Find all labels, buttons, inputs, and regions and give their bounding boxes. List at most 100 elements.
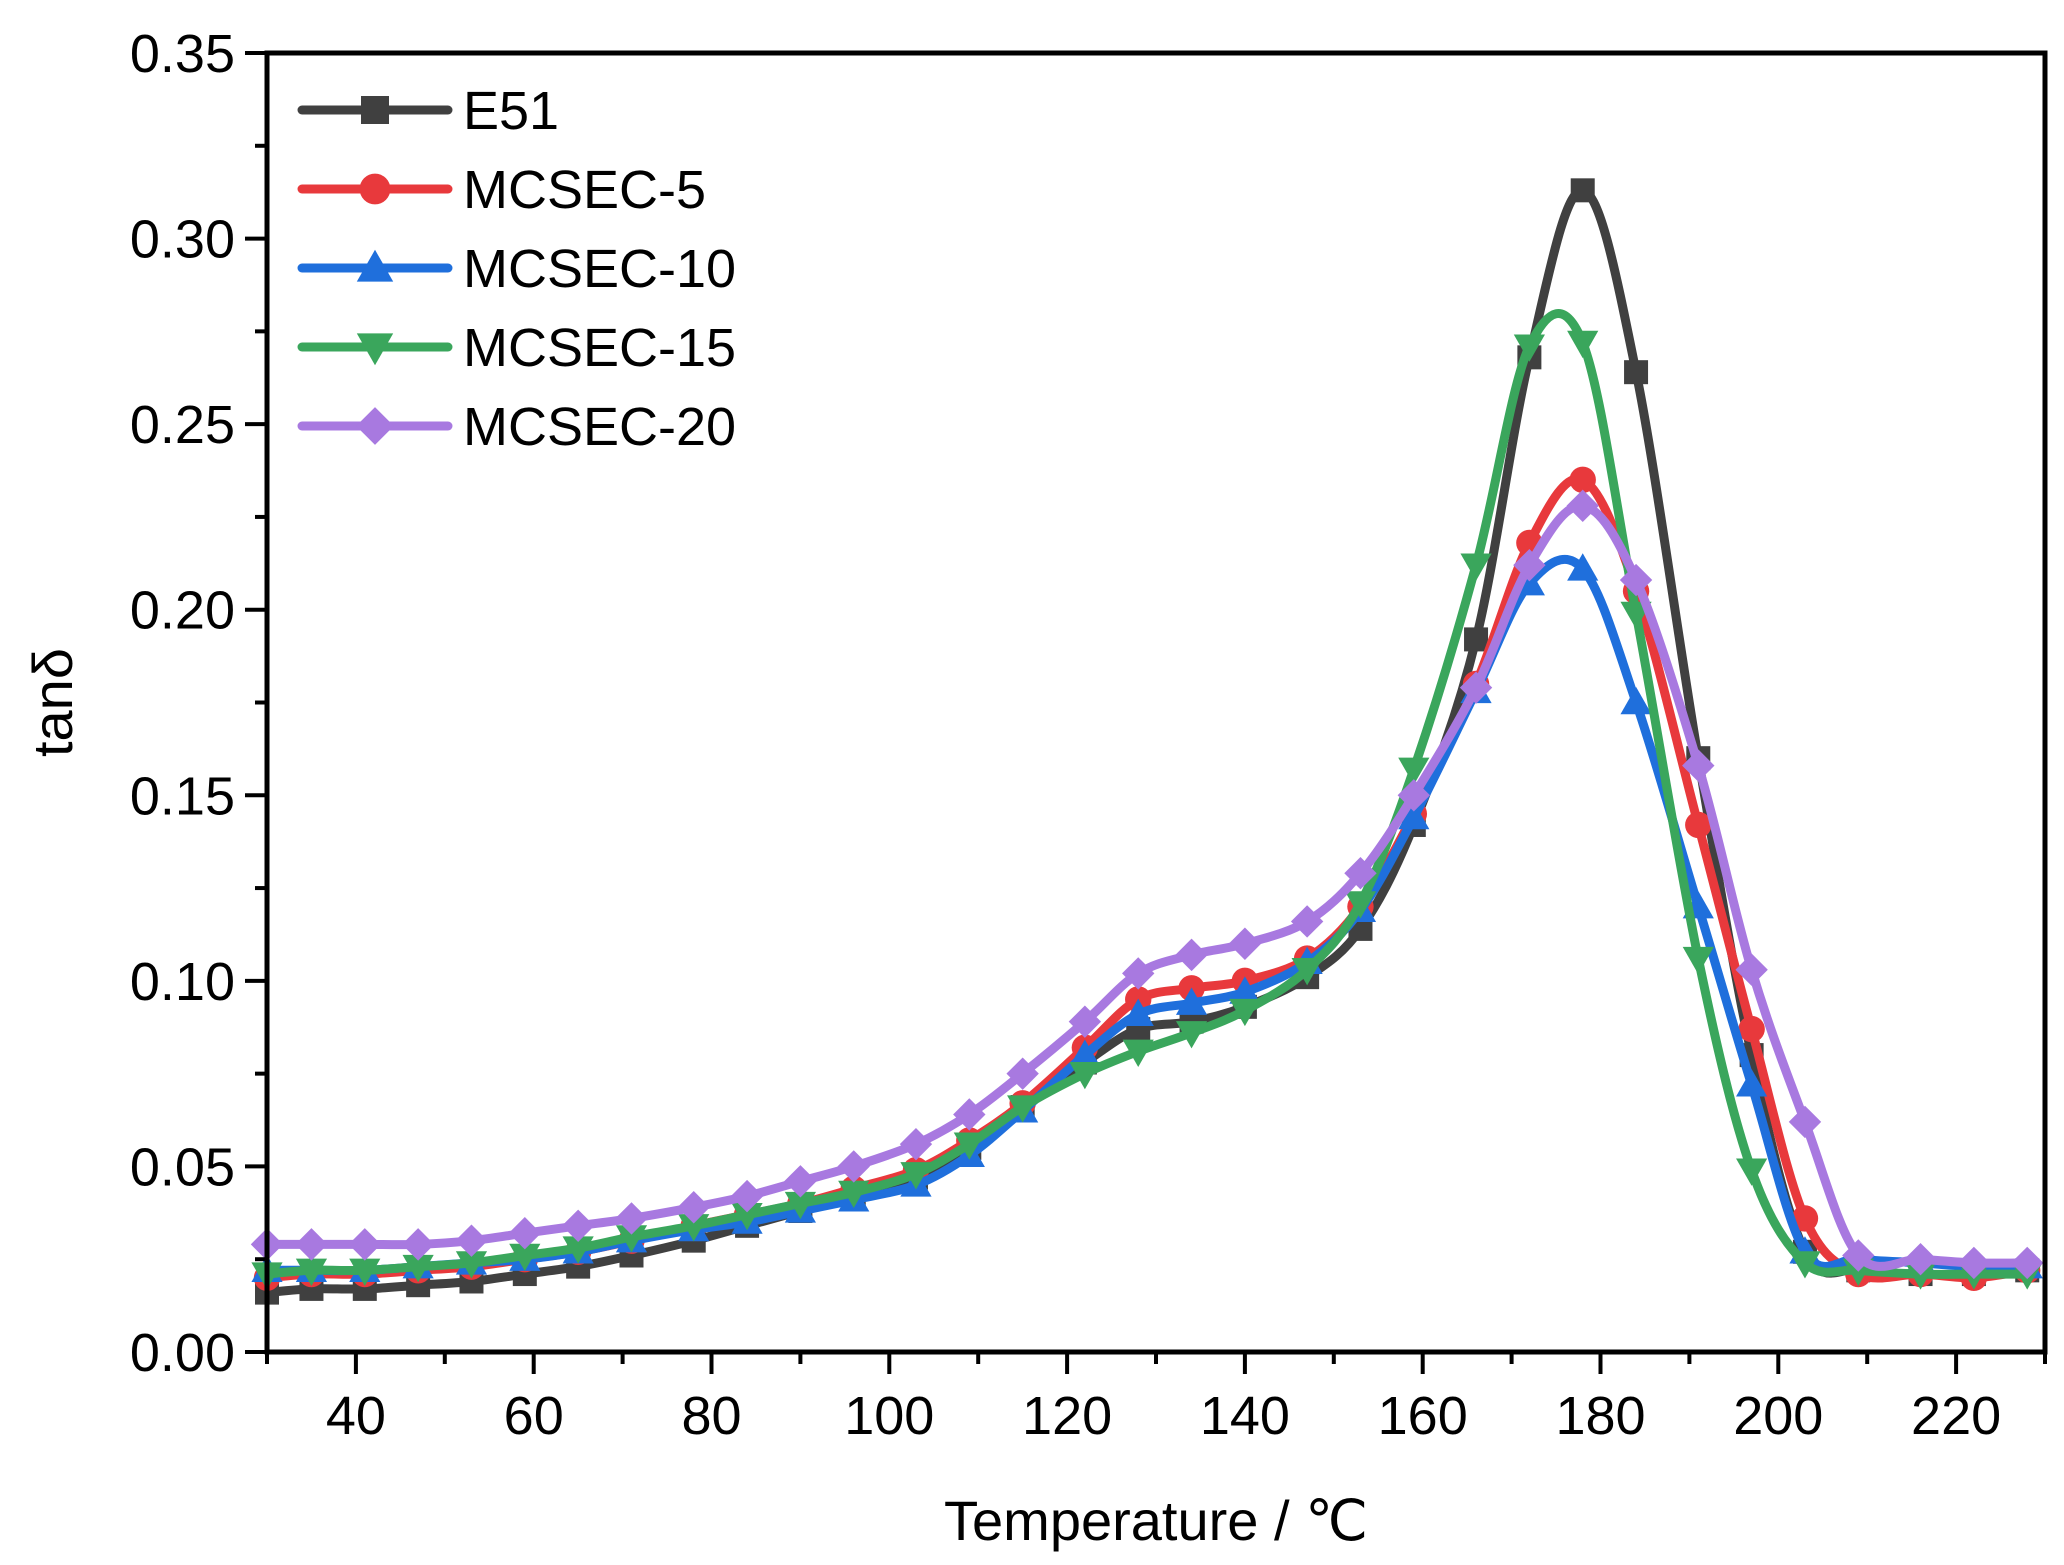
data-point bbox=[615, 1225, 648, 1253]
data-point bbox=[677, 1191, 710, 1224]
data-point bbox=[1957, 1246, 1991, 1280]
y-tick-label: 0.25 bbox=[130, 395, 235, 455]
x-tick-label: 220 bbox=[1911, 1386, 2001, 1446]
data-point bbox=[562, 1236, 594, 1264]
data-point bbox=[1175, 1021, 1208, 1049]
data-point bbox=[731, 1202, 763, 1231]
data-point bbox=[1175, 938, 1208, 972]
legend-item-mcsec-5: MCSEC-5 bbox=[297, 160, 706, 220]
data-point bbox=[838, 1180, 870, 1209]
legend-item-e51: E51 bbox=[297, 81, 559, 141]
legend-label: MCSEC-20 bbox=[463, 397, 736, 457]
data-point bbox=[349, 1258, 381, 1286]
data-point bbox=[1344, 857, 1377, 890]
data-point bbox=[402, 1254, 434, 1283]
x-tick-label: 80 bbox=[681, 1386, 741, 1446]
data-point bbox=[899, 1127, 933, 1161]
legend-label: E51 bbox=[463, 81, 559, 141]
data-point bbox=[953, 1132, 985, 1160]
x-tick-label: 160 bbox=[1378, 1386, 1468, 1446]
y-tick-label: 0.35 bbox=[130, 24, 235, 84]
x-tick-label: 180 bbox=[1555, 1386, 1645, 1446]
y-tick-label: 0.30 bbox=[130, 210, 235, 270]
data-point bbox=[678, 1214, 710, 1242]
data-point bbox=[2011, 1246, 2044, 1280]
y-tick-label: 0.20 bbox=[130, 581, 235, 641]
data-point bbox=[1069, 1061, 1101, 1090]
series-mcsec-10 bbox=[251, 553, 2043, 1283]
data-point bbox=[1904, 1262, 1937, 1290]
data-point bbox=[1569, 466, 1596, 494]
x-tick-label: 200 bbox=[1733, 1386, 1823, 1446]
legend-item-mcsec-10: MCSEC-10 bbox=[297, 239, 736, 299]
data-point bbox=[1228, 927, 1262, 960]
data-point bbox=[1685, 811, 1712, 839]
data-point bbox=[1291, 958, 1323, 986]
series-layer bbox=[250, 178, 2044, 1305]
data-point bbox=[1007, 1095, 1039, 1123]
x-tick-label: 100 bbox=[844, 1386, 934, 1446]
data-point bbox=[1122, 1039, 1154, 1067]
data-point bbox=[1398, 801, 1430, 830]
data-point bbox=[837, 1150, 870, 1183]
data-point bbox=[1566, 489, 1599, 522]
data-point bbox=[455, 1251, 488, 1279]
legend-marker bbox=[361, 96, 389, 124]
legend-marker bbox=[356, 249, 394, 282]
data-point bbox=[1068, 1005, 1102, 1038]
data-point bbox=[784, 1191, 816, 1220]
data-point bbox=[1736, 1158, 1768, 1186]
data-point bbox=[1842, 1239, 1875, 1272]
series-line-mcsec-20 bbox=[262, 501, 2032, 1271]
y-axis-title: tanδ bbox=[21, 648, 84, 757]
data-point bbox=[1175, 987, 1208, 1015]
data-point bbox=[1460, 553, 1492, 581]
data-point bbox=[1570, 178, 1595, 203]
data-point bbox=[1344, 891, 1377, 919]
data-point bbox=[295, 1228, 328, 1261]
series-mcsec-15 bbox=[251, 309, 2043, 1290]
data-point bbox=[1122, 998, 1154, 1026]
data-point bbox=[1513, 548, 1546, 582]
data-point bbox=[900, 1162, 932, 1190]
data-point bbox=[1788, 1105, 1822, 1139]
data-point bbox=[1736, 1069, 1768, 1097]
legend-marker bbox=[356, 333, 394, 366]
data-point bbox=[1738, 1015, 1765, 1043]
legend-label: MCSEC-10 bbox=[463, 239, 736, 299]
data-point bbox=[1789, 1251, 1821, 1279]
data-point bbox=[509, 1243, 541, 1272]
data-point bbox=[1619, 563, 1653, 597]
data-point bbox=[295, 1258, 328, 1286]
data-point bbox=[1791, 1205, 1819, 1232]
data-point bbox=[1464, 627, 1489, 652]
y-tick-label: 0.15 bbox=[130, 766, 235, 826]
data-point bbox=[1682, 946, 1714, 975]
x-tick-label: 60 bbox=[504, 1386, 564, 1446]
data-point bbox=[1006, 1057, 1039, 1090]
x-tick-label: 40 bbox=[326, 1386, 386, 1446]
data-point bbox=[1122, 957, 1155, 990]
data-point bbox=[730, 1179, 764, 1213]
y-tick-label: 0.10 bbox=[130, 952, 235, 1012]
axis-ticks: 40 60 80 100 120 140 160 180 200 220 0.00 0.05 0.10 0… bbox=[130, 24, 2047, 1446]
data-point bbox=[1624, 360, 1649, 385]
data-point bbox=[1229, 998, 1261, 1027]
y-tick-label: 0.00 bbox=[130, 1323, 235, 1383]
data-point bbox=[1513, 334, 1545, 362]
data-point bbox=[348, 1228, 381, 1261]
x-tick-label: 120 bbox=[1022, 1386, 1112, 1446]
legend: E51 MCSEC-5 MCSEC-10 MCSEC-15 MCSEC-20 bbox=[297, 81, 736, 457]
data-point bbox=[1397, 779, 1431, 812]
y-tick-label: 0.05 bbox=[130, 1137, 235, 1197]
x-tick-label: 140 bbox=[1200, 1386, 1290, 1446]
data-point bbox=[953, 1098, 986, 1131]
data-point bbox=[1735, 953, 1768, 986]
series-mcsec-20 bbox=[250, 489, 2044, 1280]
legend-marker bbox=[356, 407, 394, 445]
data-point bbox=[784, 1165, 817, 1198]
series-line-mcsec-5 bbox=[262, 474, 2032, 1283]
x-axis-title: Temperature / ℃ bbox=[944, 1489, 1368, 1552]
